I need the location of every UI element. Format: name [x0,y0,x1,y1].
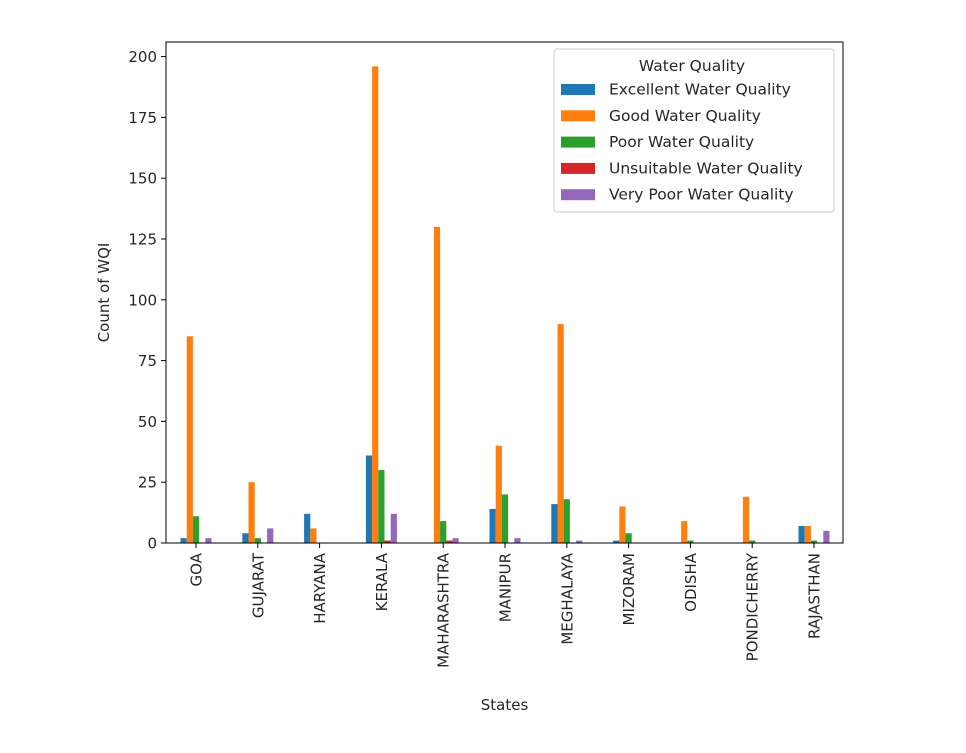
x-tick-label-odisha: ODISHA [682,552,700,612]
bar-goa-very-poor-water-quality [205,538,212,543]
bar-gujarat-good-water-quality [248,482,255,543]
y-axis-label: Count of WQI [95,243,113,343]
bar-rajasthan-good-water-quality [804,525,811,543]
legend-label: Excellent Water Quality [609,81,791,99]
bar-goa-good-water-quality [186,336,193,543]
legend: Water Quality Excellent Water Quality Goo… [553,48,835,213]
y-tick-label: 175 [128,109,157,127]
x-axis: GOA GUJARAT HARYANA KERALA MAHARASHTRA MANIPU… [188,543,824,668]
bar-gujarat-poor-water-quality [254,538,261,543]
bar-kerala-very-poor-water-quality [390,513,397,543]
bar-odisha-poor-water-quality [687,540,694,543]
y-tick-label: 50 [138,413,157,431]
bar-kerala-excellent-water-quality [365,455,373,543]
legend-box [553,48,835,213]
y-axis: 0 25 50 75 100 125 150 175 200 [128,48,166,553]
bar-maharashtra-very-poor-water-quality [452,538,459,543]
x-tick-label-goa: GOA [188,552,206,586]
y-tick-label: 200 [128,48,157,66]
x-tick-label-maharashtra: MAHARASHTRA [435,552,453,668]
x-axis-label: States [481,696,529,714]
bar-pondicherry-good-water-quality [742,496,750,543]
y-tick-label: 25 [138,474,157,492]
bar-meghalaya-excellent-water-quality [551,504,558,543]
legend-label: Poor Water Quality [609,133,754,151]
legend-label: Good Water Quality [609,107,761,125]
bar-gujarat-very-poor-water-quality [267,528,274,543]
bar-gujarat-excellent-water-quality [242,533,249,543]
bar-goa-excellent-water-quality [180,538,187,543]
bar-pondicherry-poor-water-quality [749,540,756,543]
bar-mizoram-good-water-quality [619,506,626,543]
y-tick-label: 150 [128,170,157,188]
bar-meghalaya-good-water-quality [557,324,564,543]
x-tick-label-meghalaya: MEGHALAYA [558,552,576,644]
bar-maharashtra-unsuitable-water-quality [446,540,453,543]
legend-title: Water Quality [639,57,745,75]
x-tick-label-pondicherry: PONDICHERRY [744,552,762,661]
bar-goa-poor-water-quality [192,516,200,543]
bar-kerala-unsuitable-water-quality [384,540,391,543]
legend-label: Very Poor Water Quality [609,186,794,204]
bar-mizoram-excellent-water-quality [613,540,620,543]
x-tick-label-mizoram: MIZORAM [620,553,638,625]
y-tick-label: 75 [138,352,157,370]
bar-rajasthan-excellent-water-quality [798,525,805,543]
bar-haryana-good-water-quality [310,528,317,543]
bar-manipur-good-water-quality [495,445,502,543]
bar-mizoram-poor-water-quality [625,533,632,543]
y-tick-label: 0 [147,535,157,553]
bar-maharashtra-good-water-quality [433,226,441,543]
legend-swatch [561,162,595,174]
legend-items: Excellent Water Quality Good Water Qualit… [561,81,803,204]
bar-rajasthan-poor-water-quality [810,540,818,543]
legend-swatch [561,136,595,148]
legend-swatch [561,189,595,201]
bar-rajasthan-very-poor-water-quality [823,530,830,543]
bar-haryana-excellent-water-quality [304,513,311,543]
legend-label: Unsuitable Water Quality [609,159,803,177]
y-tick-label: 100 [128,291,157,309]
y-tick-label: 125 [128,230,157,248]
bar-manipur-excellent-water-quality [489,508,496,543]
x-tick-label-haryana: HARYANA [311,552,329,623]
legend-swatch [561,84,595,95]
bars-layer [180,66,830,543]
x-tick-label-kerala: KERALA [373,552,391,611]
x-tick-label-rajasthan: RAJASTHAN [806,553,824,639]
bar-manipur-poor-water-quality [501,494,509,543]
x-tick-label-gujarat: GUJARAT [249,552,267,618]
bar-meghalaya-very-poor-water-quality [576,540,583,543]
bar-kerala-poor-water-quality [378,470,385,543]
legend-swatch [561,110,595,122]
bar-kerala-good-water-quality [372,66,379,543]
bar-manipur-very-poor-water-quality [514,538,521,543]
bar-odisha-good-water-quality [681,521,688,543]
bar-maharashtra-poor-water-quality [440,521,447,543]
bar-meghalaya-poor-water-quality [563,499,570,543]
x-tick-label-manipur: MANIPUR [497,553,515,622]
